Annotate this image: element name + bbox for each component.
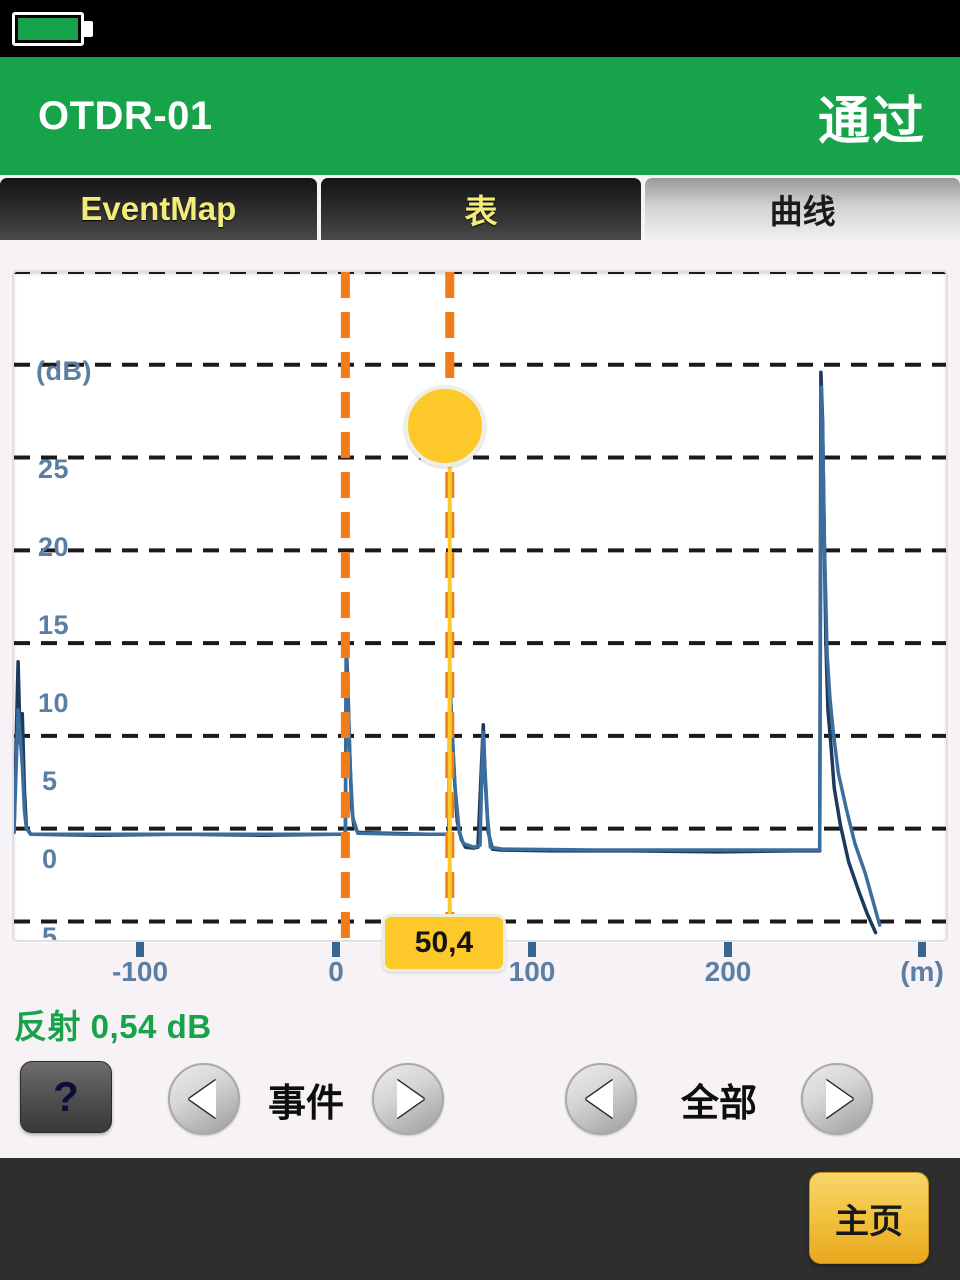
x-tick-mark (918, 942, 926, 957)
title-bar: OTDR-01 通过 (0, 57, 960, 175)
triangle-right-icon (396, 1080, 424, 1118)
scope-next-button[interactable] (801, 1063, 874, 1135)
cursor-drag-handle[interactable] (404, 385, 486, 467)
triangle-left-icon (188, 1080, 216, 1118)
y-tick-label-db: (dB) (36, 356, 92, 386)
cursor-position-value[interactable]: 50,4 (382, 914, 506, 972)
y-tick-label-0: 0 (42, 844, 58, 874)
event-navigation-group: 事件 (168, 1058, 445, 1140)
y-tick-label-neg5: 5 (42, 922, 58, 942)
page-title: OTDR-01 (38, 93, 213, 138)
reflection-readout: 反射 0,54 dB (14, 1008, 212, 1045)
trace-chart-panel[interactable]: (dB) 25 20 15 10 5 0 5 (12, 270, 948, 942)
x-tick-label-neg100: -100 (111, 956, 169, 987)
x-tick-mark (332, 942, 340, 957)
y-tick-label-25: 25 (38, 454, 70, 484)
event-nav-label: 事件 (268, 1082, 345, 1125)
event-next-button[interactable] (372, 1063, 445, 1135)
x-tick-mark (724, 942, 732, 957)
status-bar (0, 0, 960, 57)
x-axis: -100 0 100 200 (m) 50,4 (12, 914, 948, 998)
triangle-left-icon (585, 1080, 613, 1118)
battery-fill (18, 18, 78, 40)
x-axis-unit-label: (m) (900, 956, 944, 987)
battery-full-icon (12, 12, 84, 46)
otdr-plot[interactable] (14, 272, 946, 940)
x-tick-mark (136, 942, 144, 957)
triangle-right-icon (825, 1080, 853, 1118)
y-tick-label-15: 15 (38, 610, 70, 640)
tab-table[interactable]: 表 (320, 178, 642, 240)
bottom-bar: 主页 (0, 1158, 960, 1280)
otdr-plot-svg (14, 272, 946, 940)
battery-nub-icon (84, 21, 93, 37)
home-button[interactable]: 主页 (809, 1172, 929, 1264)
y-tick-label-20: 20 (38, 532, 70, 562)
tab-trace[interactable]: 曲线 (645, 178, 960, 240)
x-tick-mark (528, 942, 536, 957)
help-button[interactable]: ? (20, 1061, 112, 1133)
control-row: ? 事件 全部 (0, 1058, 960, 1140)
scope-prev-button[interactable] (565, 1063, 637, 1135)
tab-bar: EventMap 表 曲线 (0, 178, 960, 240)
event-prev-button[interactable] (168, 1063, 240, 1135)
x-tick-label-0: 0 (328, 956, 344, 987)
x-tick-label-100: 100 (508, 956, 556, 987)
x-tick-label-200: 200 (704, 956, 752, 987)
scope-navigation-group: 全部 (565, 1058, 874, 1140)
tab-eventmap[interactable]: EventMap (0, 178, 317, 240)
pass-status-badge: 通过 (817, 92, 926, 151)
scope-nav-label: 全部 (681, 1082, 758, 1125)
y-tick-label-5: 5 (42, 766, 58, 796)
y-tick-label-10: 10 (38, 688, 70, 718)
